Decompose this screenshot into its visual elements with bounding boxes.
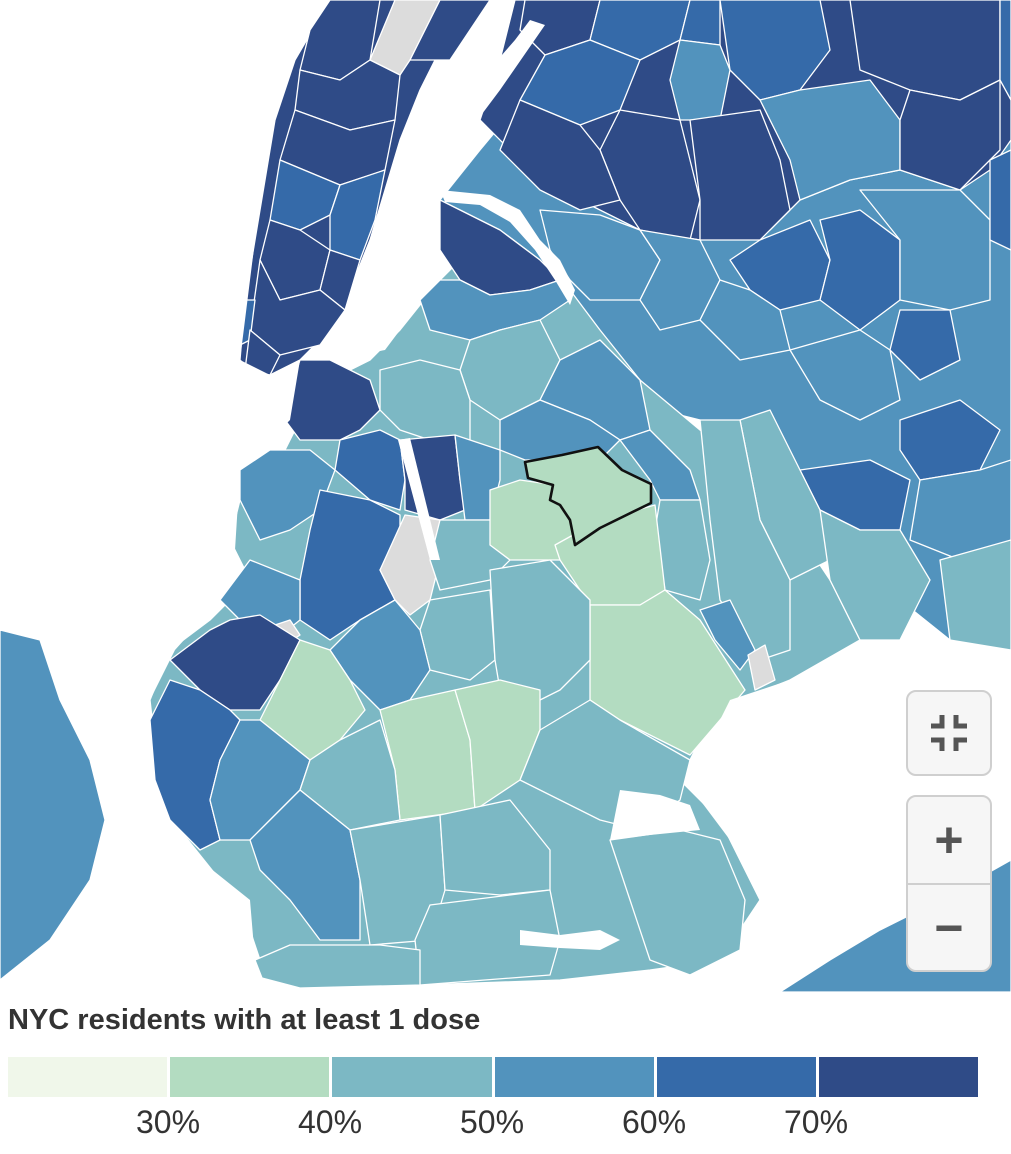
neighborhood[interactable] xyxy=(419,279,571,341)
legend-tick: 60% xyxy=(621,1104,687,1140)
legend-bar xyxy=(8,1057,979,1097)
neighborhood[interactable] xyxy=(939,539,1011,651)
neighborhood[interactable] xyxy=(889,309,961,381)
exit-fullscreen-button[interactable] xyxy=(908,692,990,774)
neighborhood[interactable] xyxy=(269,159,341,231)
neighborhood[interactable] xyxy=(819,509,931,641)
neighborhood[interactable] xyxy=(989,149,1011,251)
neighborhood[interactable] xyxy=(329,599,431,711)
fullscreen-control[interactable] xyxy=(906,690,992,776)
exit-fullscreen-icon xyxy=(931,715,967,751)
legend-swatch xyxy=(656,1057,816,1097)
upper-bay-water xyxy=(0,0,300,780)
neighborhood[interactable] xyxy=(729,219,831,311)
legend-swatch xyxy=(332,1057,492,1097)
neighborhood[interactable] xyxy=(819,209,901,331)
zoom-out-button[interactable]: − xyxy=(934,900,964,956)
neighborhood[interactable] xyxy=(254,944,421,989)
legend-swatch xyxy=(818,1057,979,1097)
neighborhood[interactable] xyxy=(899,79,1001,191)
newtown-creek xyxy=(440,190,575,305)
legend-swatch xyxy=(8,1057,168,1097)
neighborhood-highlighted[interactable] xyxy=(523,445,653,547)
sheepshead-bay xyxy=(520,930,620,950)
neighborhood[interactable] xyxy=(699,419,791,661)
neighborhood[interactable] xyxy=(334,429,406,511)
narrows-water xyxy=(0,800,262,992)
neighborhood[interactable] xyxy=(909,459,1011,561)
legend-tick: 40% xyxy=(297,1104,363,1140)
legend-tick: 50% xyxy=(459,1104,525,1140)
neighborhood[interactable] xyxy=(419,589,496,681)
neighborhood[interactable] xyxy=(589,0,691,61)
mill-basin xyxy=(610,790,700,840)
neighborhood[interactable] xyxy=(249,789,361,941)
zoom-in-button[interactable]: + xyxy=(908,797,990,885)
neighborhood[interactable] xyxy=(689,109,791,241)
zoom-control: + − xyxy=(906,795,992,972)
gowanus-canal xyxy=(398,438,440,560)
neighborhood[interactable] xyxy=(489,559,591,701)
neighborhood-nodata[interactable] xyxy=(747,644,776,691)
neighborhood[interactable] xyxy=(499,99,621,211)
neighborhood[interactable] xyxy=(414,889,561,986)
neighborhood[interactable] xyxy=(669,39,731,121)
east-river xyxy=(330,20,545,355)
choropleth-map[interactable] xyxy=(0,0,1011,992)
neighborhood[interactable] xyxy=(609,829,746,976)
neighborhood[interactable] xyxy=(999,0,1011,101)
legend-title: NYC residents with at least 1 dose xyxy=(8,1004,481,1036)
neighborhood[interactable] xyxy=(409,0,491,61)
legend-swatch xyxy=(494,1057,654,1097)
neighborhood[interactable] xyxy=(639,229,721,331)
neighborhood-nodata[interactable] xyxy=(369,0,441,76)
legend-swatch xyxy=(170,1057,330,1097)
neighborhood[interactable] xyxy=(789,329,901,421)
legend-tick: 70% xyxy=(783,1104,849,1140)
neighborhood[interactable] xyxy=(699,599,756,671)
neighborhood[interactable] xyxy=(859,189,991,311)
map-svg[interactable] xyxy=(0,0,1011,992)
legend-tick: 30% xyxy=(135,1104,201,1140)
